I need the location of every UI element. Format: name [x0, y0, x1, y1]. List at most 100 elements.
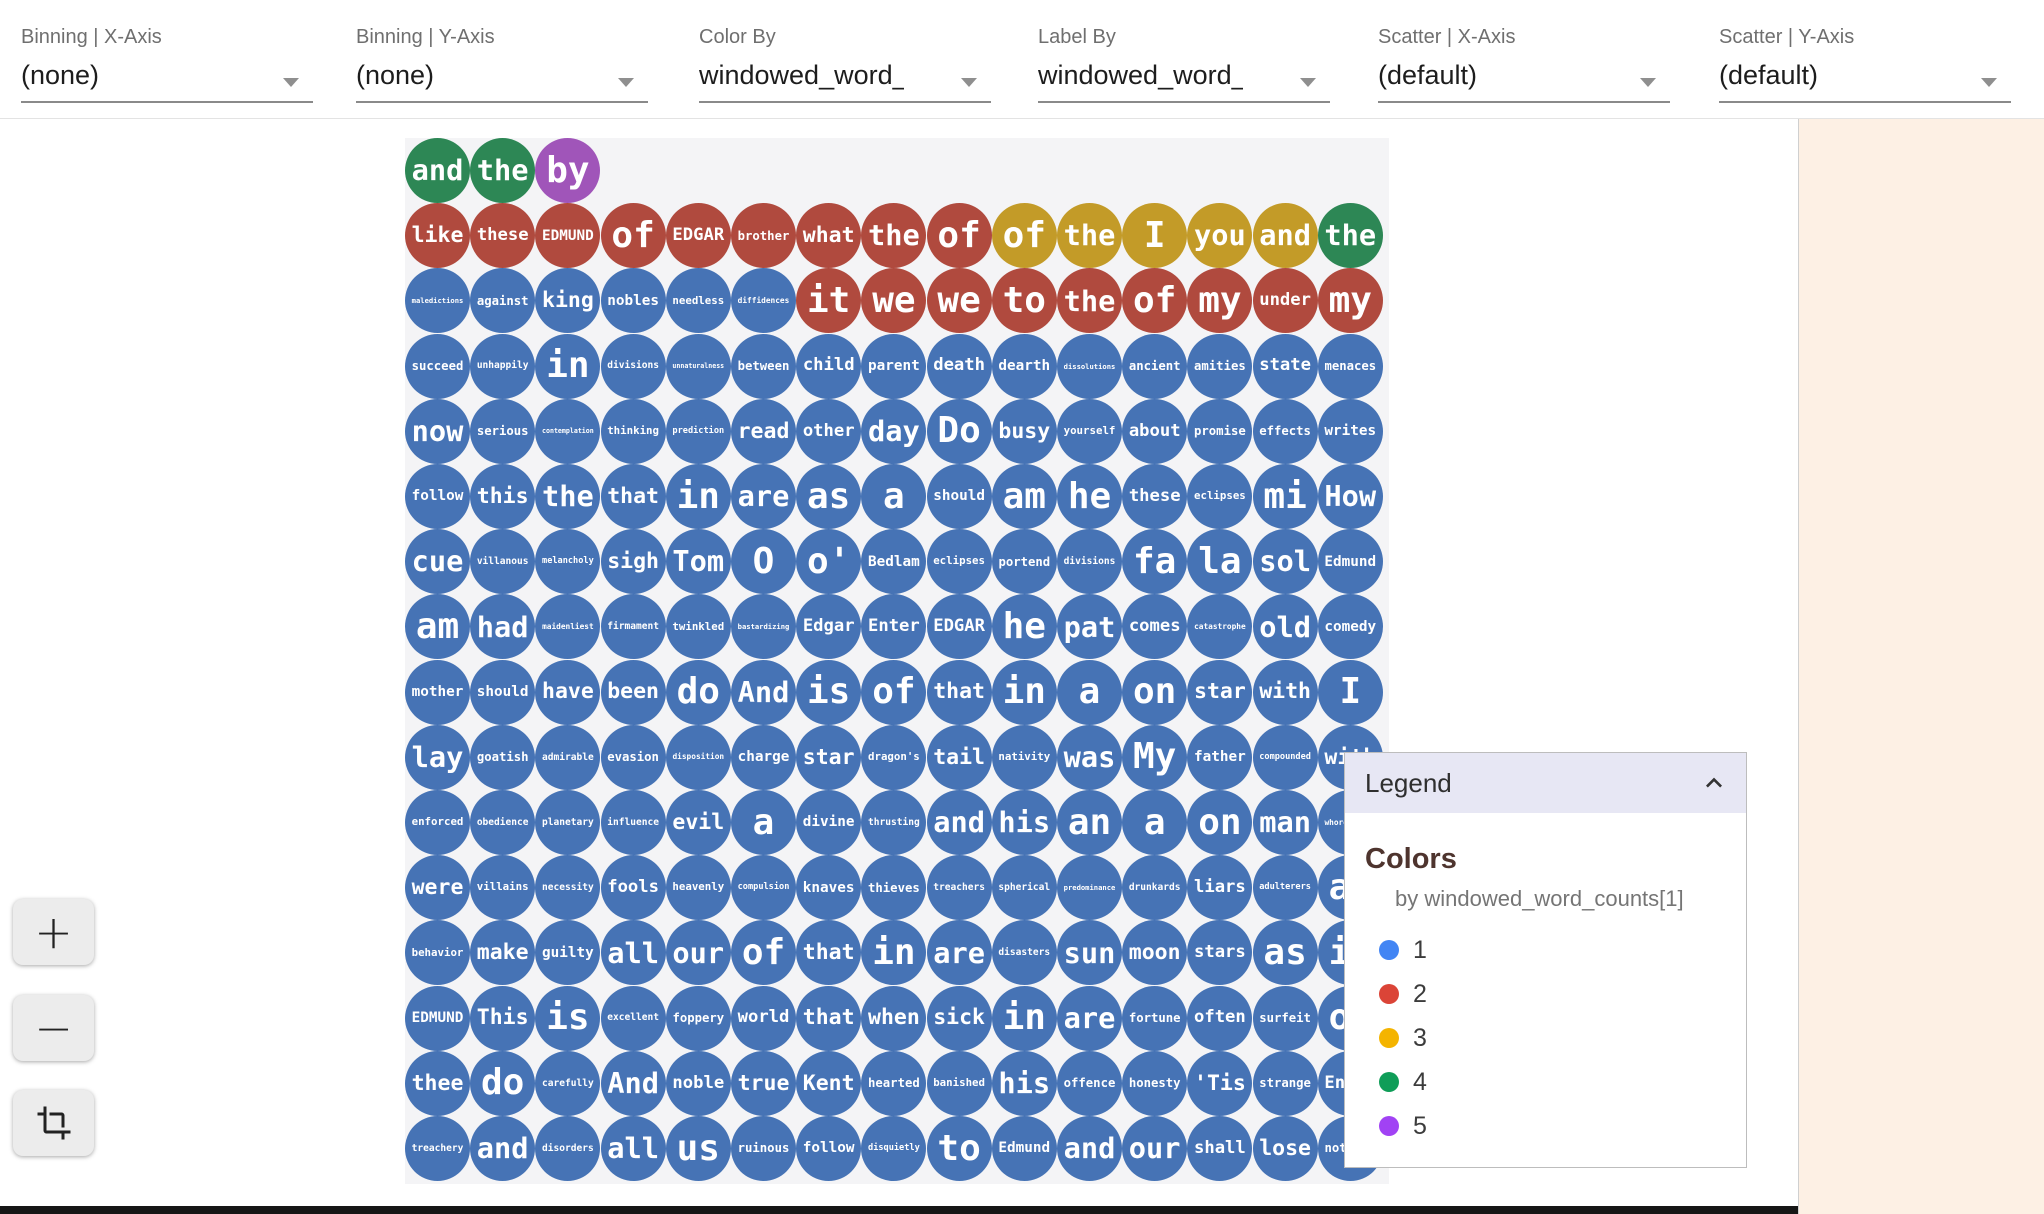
word-bubble[interactable]: fools — [600, 855, 666, 921]
word-bubble[interactable]: to — [926, 1116, 992, 1181]
word-bubble[interactable]: father — [1187, 724, 1253, 790]
word-bubble[interactable]: twinkled — [665, 594, 731, 660]
word-bubble[interactable]: in — [991, 659, 1057, 725]
dropdown-label-by[interactable]: Label By windowed_word_counts[1] — [1038, 0, 1330, 104]
word-bubble[interactable]: nobles — [600, 268, 666, 334]
word-bubble[interactable]: do — [665, 659, 731, 725]
word-bubble[interactable]: and — [1057, 1116, 1122, 1181]
word-bubble[interactable]: unhappily — [470, 333, 536, 399]
word-bubble[interactable]: effects — [1252, 398, 1318, 464]
word-bubble[interactable]: Kent — [796, 1050, 862, 1116]
word-bubble[interactable]: predominance — [1057, 855, 1122, 921]
word-bubble[interactable]: EDMUND — [535, 203, 601, 269]
word-bubble[interactable]: a — [731, 790, 796, 855]
word-bubble[interactable]: lay — [405, 724, 470, 790]
legend-header[interactable]: Legend — [1345, 753, 1746, 813]
word-bubble[interactable]: do — [470, 1050, 536, 1116]
word-bubble[interactable]: pat — [1057, 594, 1122, 660]
word-bubble[interactable]: thinking — [600, 398, 666, 464]
word-bubble[interactable]: of — [861, 659, 927, 725]
word-bubble[interactable]: diffidences — [731, 268, 796, 334]
word-bubble[interactable]: brother — [731, 203, 796, 269]
word-bubble[interactable]: EDGAR — [665, 203, 731, 269]
word-bubble[interactable]: sol — [1252, 529, 1318, 595]
word-bubble[interactable]: follow — [796, 1116, 862, 1181]
zoom-out-button[interactable]: − — [13, 995, 94, 1061]
word-bubble[interactable]: disposition — [665, 724, 731, 790]
word-bubble[interactable]: spherical — [991, 855, 1057, 921]
word-bubble[interactable]: as — [1252, 920, 1318, 986]
word-bubble[interactable]: la — [1187, 529, 1253, 595]
word-bubble[interactable]: yourself — [1057, 398, 1122, 464]
word-bubble[interactable]: surfeit — [1252, 985, 1318, 1051]
word-bubble[interactable]: hearted — [861, 1050, 927, 1116]
word-bubble[interactable]: maidenliest — [535, 594, 601, 660]
word-bubble[interactable]: guilty — [535, 920, 601, 986]
word-bubble[interactable]: true — [731, 1050, 796, 1116]
word-bubble[interactable]: promise — [1187, 398, 1253, 464]
word-bubble[interactable]: are — [926, 920, 992, 986]
word-bubble[interactable]: stars — [1187, 920, 1253, 986]
word-bubble[interactable]: maledictions — [405, 268, 470, 334]
word-bubble[interactable]: Edmund — [1317, 529, 1383, 595]
word-bubble[interactable]: make — [470, 920, 536, 986]
word-bubble[interactable]: should — [470, 659, 536, 725]
word-bubble[interactable]: with — [1252, 659, 1318, 725]
word-bubble[interactable]: between — [731, 333, 796, 399]
word-bubble[interactable]: admirable — [535, 724, 601, 790]
word-bubble[interactable]: thrusting — [861, 790, 927, 855]
chevron-up-icon[interactable] — [1698, 767, 1730, 799]
word-bubble[interactable]: banished — [926, 1050, 992, 1116]
word-bubble[interactable]: he — [1057, 464, 1122, 529]
word-bubble[interactable]: now — [405, 398, 470, 464]
word-bubble[interactable]: and — [1252, 203, 1318, 269]
word-bubble[interactable]: the — [1317, 203, 1383, 269]
word-bubble[interactable]: divisions — [600, 333, 666, 399]
word-bubble[interactable]: and — [470, 1116, 536, 1181]
word-bubble[interactable]: heavenly — [665, 855, 731, 921]
word-bubble[interactable]: foppery — [665, 985, 731, 1051]
word-bubble[interactable]: succeed — [405, 333, 470, 399]
word-bubble[interactable]: about — [1122, 398, 1188, 464]
word-bubble[interactable]: ancient — [1122, 333, 1188, 399]
word-bubble[interactable]: often — [1187, 985, 1253, 1051]
word-bubble[interactable]: of — [731, 920, 796, 986]
word-bubble[interactable]: my — [1317, 268, 1383, 334]
word-bubble[interactable]: I — [1317, 659, 1383, 725]
word-bubble[interactable]: is — [535, 985, 601, 1051]
word-bubble[interactable]: firmament — [600, 594, 666, 660]
word-bubble[interactable]: evil — [665, 790, 731, 855]
word-bubble[interactable]: tail — [926, 724, 992, 790]
word-bubble[interactable]: comes — [1122, 594, 1188, 660]
word-bubble[interactable]: amities — [1187, 333, 1253, 399]
word-bubble[interactable]: 'Tis — [1187, 1050, 1253, 1116]
word-bubble[interactable]: was — [1057, 724, 1122, 790]
word-bubble[interactable]: compounded — [1252, 724, 1318, 790]
word-bubble[interactable]: portend — [991, 529, 1057, 595]
word-bubble[interactable]: carefully — [535, 1050, 601, 1116]
word-bubble[interactable]: My — [1122, 724, 1188, 790]
word-bubble[interactable]: world — [731, 985, 796, 1051]
word-bubble[interactable]: as — [796, 464, 862, 529]
word-bubble[interactable]: eclipses — [926, 529, 992, 595]
word-bubble[interactable]: liars — [1187, 855, 1253, 921]
word-bubble[interactable]: star — [796, 724, 862, 790]
word-bubble[interactable]: death — [926, 333, 992, 399]
word-bubble[interactable]: these — [1122, 464, 1188, 529]
word-bubble[interactable]: treachers — [926, 855, 992, 921]
word-bubble[interactable]: other — [796, 398, 862, 464]
word-bubble[interactable]: offence — [1057, 1050, 1122, 1116]
word-bubble[interactable]: This — [470, 985, 536, 1051]
word-bubble[interactable]: O — [731, 529, 796, 595]
word-bubble[interactable]: knaves — [796, 855, 862, 921]
word-bubble[interactable]: EDGAR — [926, 594, 992, 660]
word-bubble[interactable]: disquietly — [861, 1116, 927, 1181]
word-bubble[interactable]: and — [926, 790, 992, 855]
word-bubble[interactable]: on — [1187, 790, 1253, 855]
word-bubble[interactable]: when — [861, 985, 927, 1051]
word-bubble[interactable]: nativity — [991, 724, 1057, 790]
word-bubble[interactable]: king — [535, 268, 601, 334]
word-bubble[interactable]: sun — [1057, 920, 1122, 986]
word-bubble[interactable]: man — [1252, 790, 1318, 855]
word-bubble[interactable]: mother — [405, 659, 470, 725]
